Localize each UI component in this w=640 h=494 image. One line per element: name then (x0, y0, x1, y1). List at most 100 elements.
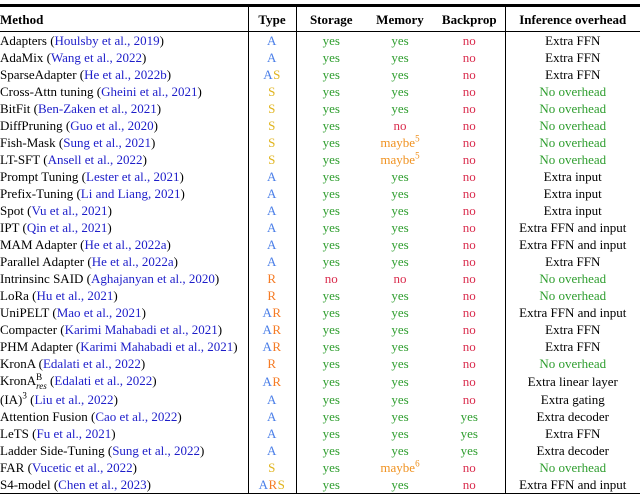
memory-value-text: yes (391, 33, 409, 48)
backprop-value-text: no (462, 169, 476, 184)
storage-value-text: yes (322, 67, 340, 82)
citation-link[interactable]: He et al., 2022a (84, 237, 167, 252)
citation-link[interactable]: Mao et al., 2021 (56, 305, 142, 320)
citation-link[interactable]: Aghajanyan et al., 2020 (91, 271, 215, 286)
storage-value: yes (296, 83, 366, 100)
type-cell: A (247, 441, 297, 459)
citation-link[interactable]: Guo et al., 2020 (70, 118, 154, 133)
backprop-value-text: no (462, 459, 476, 475)
memory-value: yes (366, 83, 434, 100)
citation-link[interactable]: Houlsby et al., 2019 (54, 33, 160, 48)
storage-value: yes (296, 304, 366, 321)
method-name: UniPELT (0, 305, 50, 320)
type-cell: A (247, 202, 297, 219)
backprop-value: no (434, 338, 505, 355)
citation-link[interactable]: Karimi Mahabadi et al., 2021 (64, 322, 218, 337)
memory-value-text: yes (391, 408, 409, 424)
type-letter: S (273, 67, 281, 82)
citation-link[interactable]: Hu et al., 2021 (36, 288, 114, 303)
citation-link[interactable]: Ansell et al., 2022 (47, 152, 143, 167)
memory-value: yes (366, 408, 434, 425)
storage-value-text: yes (322, 135, 340, 150)
inference-overhead-value: No overhead (504, 287, 640, 304)
storage-value-text: yes (322, 408, 340, 424)
storage-value: yes (296, 391, 366, 408)
type-letter: A (267, 391, 277, 407)
type-cell: AR (247, 338, 297, 355)
citation-link[interactable]: He et al., 2022b (84, 67, 167, 82)
inference-overhead-value: No overhead (504, 100, 640, 117)
backprop-value-text: no (462, 356, 476, 371)
backprop-value: no (434, 236, 505, 253)
citation-link[interactable]: Chen et al., 2023 (58, 476, 147, 492)
citation-link[interactable]: Lester et al., 2021 (86, 169, 180, 184)
table-row: SparseAdapter (He et al., 2022b) AS yes yes… (0, 66, 640, 83)
citation-link[interactable]: Vu et al., 2021 (31, 203, 108, 218)
type-letter: R (267, 271, 277, 286)
storage-value-text: yes (322, 373, 340, 389)
inference-overhead-value: Extra FFN (504, 321, 640, 338)
citation-link[interactable]: Qin et al., 2021 (26, 220, 108, 235)
backprop-value-text: no (462, 118, 476, 133)
citation-link[interactable]: Sung et al., 2022 (112, 442, 200, 458)
citation-link[interactable]: Vucetic et al., 2022 (31, 459, 133, 475)
inference-overhead-value: Extra gating (504, 390, 640, 408)
method-superscript: B (36, 372, 43, 383)
memory-value: yes (366, 304, 434, 321)
type-cell: R (247, 287, 297, 304)
citation-link[interactable]: Edalati et al., 2022 (42, 356, 141, 371)
citation-link[interactable]: He et al., 2022a (91, 254, 174, 269)
memory-value-text: no (393, 118, 407, 133)
inference-overhead-value: Extra FFN and input (504, 475, 640, 494)
citation-link[interactable]: Li and Liang, 2021 (80, 186, 181, 201)
memory-value-text: yes (391, 203, 409, 218)
backprop-value-text: no (462, 203, 476, 218)
type-letter: A (263, 67, 274, 82)
backprop-value: no (434, 151, 505, 168)
method-cell: LoRa (Hu et al., 2021) (0, 288, 118, 303)
method-cell: AdaMix (Wang et al., 2022) (0, 50, 147, 65)
storage-value-text: yes (322, 220, 340, 235)
backprop-value: no (434, 32, 505, 50)
storage-value-text: yes (322, 50, 340, 65)
backprop-value-text: no (462, 373, 476, 389)
method-name: S4-model (0, 476, 51, 492)
method-name: Attention Fusion (0, 408, 88, 424)
backprop-value-text: no (462, 67, 476, 82)
inference-overhead-value: Extra FFN (504, 253, 640, 270)
citation-link[interactable]: Liu et al., 2022 (34, 391, 114, 407)
method-name: Prefix-Tuning (0, 186, 74, 201)
type-letter: A (258, 476, 269, 492)
memory-value: yes (366, 425, 434, 442)
memory-value-text: yes (391, 356, 409, 371)
storage-value: yes (296, 117, 366, 134)
citation-link[interactable]: Ben-Zaken et al., 2021 (37, 101, 157, 116)
type-letter: A (262, 322, 273, 337)
citation-link[interactable]: Edalati et al., 2022 (54, 373, 153, 388)
method-name: Parallel Adapter (0, 254, 85, 269)
memory-value: yes (366, 202, 434, 219)
citation-link[interactable]: Fu et al., 2021 (36, 425, 112, 441)
backprop-value-text: no (462, 50, 476, 65)
backprop-value: no (434, 100, 505, 117)
memory-value-text: yes (391, 169, 409, 184)
type-letter: R (268, 476, 278, 492)
backprop-value-text: yes (460, 442, 478, 458)
citation-link[interactable]: Karimi Mahabadi et al., 2021 (80, 339, 234, 354)
citation-link[interactable]: Sung et al., 2021 (63, 135, 151, 150)
inference-overhead-value: Extra FFN and input (504, 219, 640, 236)
citation-link[interactable]: Wang et al., 2022 (50, 50, 142, 65)
citation-link[interactable]: Cao et al., 2022 (95, 408, 178, 424)
method-name: FAR (0, 459, 25, 475)
storage-value-text: yes (322, 339, 340, 354)
citation-link[interactable]: Gheini et al., 2021 (101, 84, 198, 99)
method-name: (IA) (0, 391, 23, 407)
type-letter: S (268, 118, 276, 133)
storage-value-text: yes (322, 186, 340, 201)
inference-overhead-value: Extra FFN and input (504, 304, 640, 321)
